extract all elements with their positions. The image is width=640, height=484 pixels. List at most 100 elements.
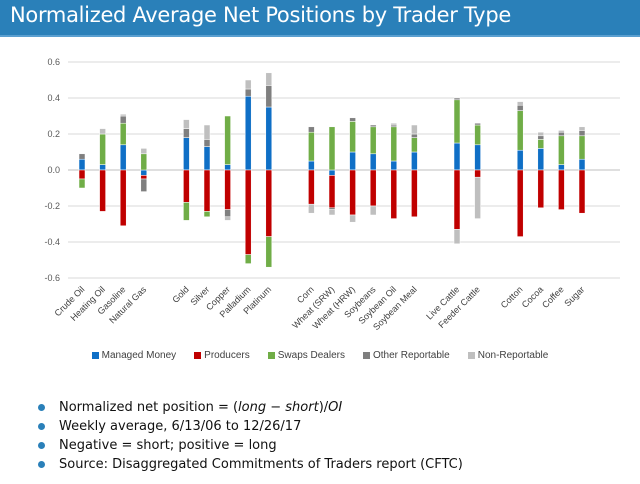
- bar-segment-non-reportable: [349, 214, 356, 223]
- bullet-item: Source: Disaggregated Commitments of Tra…: [38, 455, 463, 474]
- slide-header: Normalized Average Net Positions by Trad…: [0, 0, 640, 37]
- bar-segment-managed-money: [183, 137, 190, 171]
- bar-segment-producers: [99, 169, 106, 212]
- bar-segment-managed-money: [244, 95, 252, 171]
- bar-segment-non-reportable: [99, 128, 106, 135]
- bullet-icon: [38, 404, 45, 411]
- bar-segment-non-reportable: [203, 124, 211, 140]
- legend-swatch-swaps-dealers: [267, 352, 275, 359]
- bar-segment-non-reportable: [140, 148, 148, 155]
- bar-segment-other-reportable: [578, 130, 586, 137]
- bar-segment-other-reportable: [453, 97, 461, 101]
- bar-segment-other-reportable: [537, 135, 545, 140]
- bar-segment-non-reportable: [474, 176, 481, 219]
- bar-segment-managed-money: [140, 169, 148, 176]
- bar-segment-swaps-dealers: [474, 124, 481, 146]
- bullet-text: Source: Disaggregated Commitments of Tra…: [59, 457, 463, 472]
- bar-segment-non-reportable: [224, 216, 231, 221]
- x-tick-label: Cotton: [499, 284, 525, 310]
- bullet-icon: [38, 442, 45, 449]
- bar-segment-other-reportable: [119, 115, 127, 124]
- bar-segment-producers: [578, 169, 586, 214]
- y-tick-label: 0.6: [47, 57, 60, 67]
- bar-segment-managed-money: [349, 151, 356, 171]
- y-tick-label: 0.2: [47, 129, 60, 139]
- legend-item-other-reportable: Other Reportable: [363, 350, 450, 361]
- bar-segment-other-reportable: [308, 126, 315, 133]
- y-tick-label: 0.4: [47, 93, 60, 103]
- bar-segment-swaps-dealers: [99, 133, 106, 165]
- legend-label: Other Reportable: [373, 350, 450, 361]
- bar-segment-other-reportable: [140, 178, 148, 192]
- x-tick-label: Coffee: [540, 284, 566, 310]
- bar-segment-producers: [265, 169, 273, 237]
- bar-segment-swaps-dealers: [308, 131, 315, 162]
- bar-segment-other-reportable: [411, 133, 418, 138]
- legend-swatch-non-reportable: [467, 352, 475, 359]
- legend-swatch-other-reportable: [363, 352, 370, 359]
- x-tick-label: Gold: [170, 284, 191, 305]
- bar-segment-other-reportable: [558, 131, 565, 137]
- bar-segment-other-reportable: [328, 207, 336, 210]
- bars: [78, 72, 586, 268]
- slide-title: Normalized Average Net Positions by Trad…: [10, 3, 511, 27]
- bar-segment-managed-money: [78, 158, 86, 171]
- bar-segment-managed-money: [369, 153, 377, 171]
- bar-segment-managed-money: [453, 142, 461, 171]
- bar-segment-producers: [203, 169, 211, 212]
- bar-segment-producers: [328, 175, 336, 209]
- bar-segment-non-reportable: [244, 79, 252, 90]
- bar-segment-producers: [349, 169, 356, 216]
- legend-item-producers: Producers: [194, 350, 250, 361]
- bar-segment-managed-money: [578, 158, 586, 171]
- bar-segment-swaps-dealers: [390, 126, 398, 162]
- legend-item-swaps-dealers: Swaps Dealers: [267, 350, 345, 361]
- y-axis-ticks: 0.6 0.4 0.2 0.0 -0.2 -0.4 -0.6: [44, 57, 60, 283]
- bar-segment-producers: [474, 169, 481, 178]
- bar-segment-other-reportable: [265, 85, 273, 108]
- legend-label: Producers: [204, 350, 250, 361]
- bar-segment-swaps-dealers: [183, 202, 190, 221]
- bar-segment-swaps-dealers: [224, 115, 231, 165]
- bar-segment-swaps-dealers: [349, 121, 356, 153]
- bar-segment-other-reportable: [369, 124, 377, 128]
- bar-segment-swaps-dealers: [203, 211, 211, 218]
- bar-segment-producers: [308, 169, 315, 205]
- chart-legend: Managed Money Producers Swaps Dealers Ot…: [0, 350, 640, 361]
- legend-label: Managed Money: [101, 350, 177, 361]
- legend-swatch-producers: [194, 352, 202, 359]
- bar-segment-non-reportable: [265, 72, 273, 86]
- y-tick-label: -0.6: [44, 273, 60, 283]
- bar-segment-non-reportable: [516, 101, 524, 106]
- y-tick-label: -0.2: [44, 201, 60, 211]
- bar-segment-other-reportable: [474, 122, 481, 126]
- bar-segment-producers: [558, 169, 565, 210]
- bar-segment-swaps-dealers: [265, 236, 273, 268]
- gridlines: [68, 61, 620, 279]
- bullet-text: Negative = short; positive = long: [59, 438, 277, 453]
- bar-segment-non-reportable: [369, 205, 377, 216]
- bar-segment-producers: [183, 169, 190, 203]
- bar-segment-non-reportable: [328, 209, 336, 216]
- bar-segment-non-reportable: [578, 126, 586, 131]
- bar-segment-non-reportable: [308, 203, 315, 214]
- bar-segment-managed-money: [558, 164, 565, 171]
- bar-segment-producers: [78, 169, 86, 180]
- legend-label: Swaps Dealers: [277, 350, 345, 361]
- bar-segment-non-reportable: [390, 122, 398, 126]
- bar-segment-managed-money: [203, 146, 211, 171]
- bar-segment-swaps-dealers: [244, 254, 252, 264]
- bullet-text: Weekly average, 6/13/06 to 12/26/17: [59, 419, 302, 434]
- bar-segment-producers: [369, 169, 377, 207]
- bar-segment-swaps-dealers: [453, 99, 461, 144]
- bar-segment-swaps-dealers: [578, 135, 586, 160]
- bar-segment-non-reportable: [537, 131, 545, 137]
- bar-segment-producers: [244, 169, 252, 255]
- legend-swatch-managed-money: [91, 352, 99, 359]
- bar-segment-other-reportable: [78, 153, 86, 160]
- bar-segment-swaps-dealers: [328, 126, 336, 171]
- bar-segment-other-reportable: [516, 104, 524, 111]
- bar-segment-non-reportable: [558, 130, 565, 133]
- bar-segment-swaps-dealers: [411, 137, 418, 153]
